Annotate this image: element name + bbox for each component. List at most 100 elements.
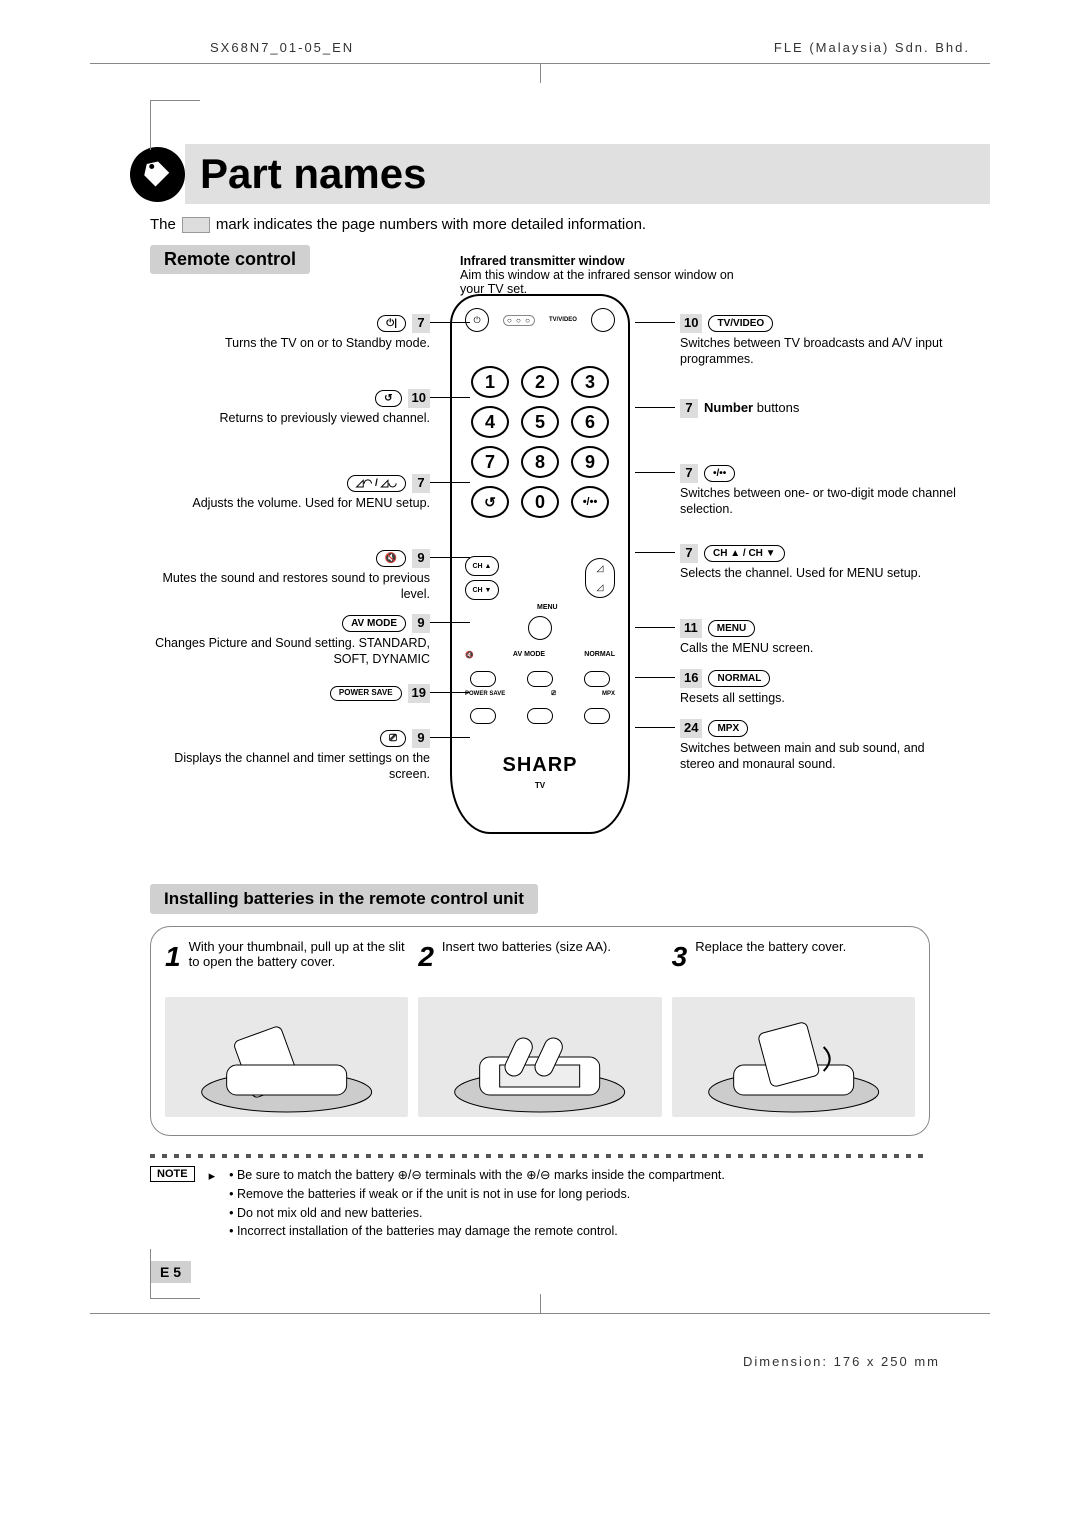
header-row: SX68N7_01-05_EN FLE (Malaysia) Sdn. Bhd. [90,0,990,64]
numkey: 9 [571,446,609,478]
leader-line [430,622,470,623]
header-left: SX68N7_01-05_EN [210,40,354,55]
callout-mpx: 24MPX Switches between main and sub soun… [680,719,960,772]
numkey: 1 [471,366,509,398]
dotted-divider [150,1154,930,1158]
leader-line [635,727,675,728]
ch-dn-btn: CH ▼ [465,580,499,600]
tvvideo-call-icon: TV/VIDEO [708,315,773,332]
tag-icon [130,147,185,202]
numkey: 7 [471,446,509,478]
infrared-title: Infrared transmitter window [460,254,625,268]
mpx-btn-icon [584,708,610,724]
arrow-icon: ▸ [209,1168,216,1184]
volume-icon: ◿◠ / ◿◡ [347,475,406,492]
numkey: 6 [571,406,609,438]
callout-desc: Changes Picture and Sound setting. STAND… [150,635,430,668]
power-icon: ⏻| [377,315,406,332]
leader-line [430,557,470,558]
step-text: Insert two batteries (size AA). [442,939,611,954]
callout-desc: Returns to previously viewed channel. [150,410,430,426]
callout-desc: Resets all settings. [680,690,960,706]
callout-desc: Mutes the sound and restores sound to pr… [150,570,430,603]
leader-line [635,627,675,628]
crop-mark-tl [150,100,200,150]
intro-text: The mark indicates the page numbers with… [150,216,990,233]
mpx-call-icon: MPX [708,720,748,737]
leader-line [635,472,675,473]
page-ref: 10 [408,389,430,408]
callout-desc: Displays the channel and timer settings … [150,750,430,783]
mpx-label: MPX [602,691,615,698]
number-title: Number [704,400,753,415]
menu-btn-icon [528,616,552,640]
page-ref: 19 [408,684,430,703]
mute-call-icon: 🔇 [376,550,406,567]
callout-desc: Selects the channel. Used for MENU setup… [680,565,960,581]
callout-volume: ◿◠ / ◿◡7 Adjusts the volume. Used for ME… [150,474,430,511]
page-title: Part names [200,150,426,198]
callout-power: ⏻|7 Turns the TV on or to Standby mode. [150,314,430,351]
power-btn-icon: ⏻ [465,308,489,332]
infrared-desc: Aim this window at the infrared sensor w… [460,268,734,296]
numkey: 5 [521,406,559,438]
step-number: 3 [672,943,688,971]
callout-desc: Switches between TV broadcasts and A/V i… [680,335,960,368]
channel-call-icon: CH ▲ / CH ▼ [704,545,785,562]
normal-call-icon: NORMAL [708,670,770,687]
step-2-illustration [418,997,661,1117]
remote-body: ⏻ ○ ○ ○ TV/VIDEO 1 2 3 4 5 6 7 8 9 ↺ 0 •… [450,294,630,834]
page-ref: 9 [412,614,430,633]
return-key-icon: ↺ [471,486,509,518]
page-ref: 11 [680,619,702,638]
numkey: 3 [571,366,609,398]
callout-number: 7Number buttons [680,399,960,420]
intro-before: The [150,216,176,233]
return-icon: ↺ [375,390,401,407]
powersave-label: POWER SAVE [465,691,505,698]
leader-line [430,737,470,738]
callout-channel: 7CH ▲ / CH ▼ Selects the channel. Used f… [680,544,960,581]
digit-mode-key-icon: •/•• [571,486,609,518]
callout-tvvideo: 10 TV/VIDEO Switches between TV broadcast… [680,314,960,367]
page-ref: 7 [680,464,698,483]
digitmode-call-icon: •/•• [704,465,735,482]
callout-return: ↺ 10 Returns to previously viewed channel… [150,389,430,426]
avmode-call-icon: AV MODE [342,615,406,632]
tv-video-btn-icon [591,308,615,332]
footer-dimension: Dimension: 176 x 250 mm [743,1354,940,1369]
step-3: 3 Replace the battery cover. [672,939,915,1117]
menu-call-icon: MENU [708,620,755,637]
mute-btn-icon [470,671,496,687]
numkey: 2 [521,366,559,398]
powersave-call-icon: POWER SAVE [330,686,402,700]
normal-btn-icon [584,671,610,687]
header-right: FLE (Malaysia) Sdn. Bhd. [774,40,970,55]
step-text: With your thumbnail, pull up at the slit… [189,939,409,969]
callout-powersave: POWER SAVE 19 [150,684,430,705]
infrared-callout: Infrared transmitter window Aim this win… [460,254,740,296]
numkey: 4 [471,406,509,438]
callout-avmode: AV MODE 9 Changes Picture and Sound setti… [150,614,430,667]
note-item: Incorrect installation of the batteries … [229,1222,725,1241]
callout-digitmode: 7•/•• Switches between one- or two-digit… [680,464,960,517]
page-ref: 16 [680,669,702,688]
note-section: NOTE ▸ Be sure to match the battery ⊕/⊖ … [150,1166,930,1241]
page-ref: 10 [680,314,702,333]
ir-window-icon: ○ ○ ○ [503,315,535,326]
leader-line [430,692,470,693]
callout-desc: Turns the TV on or to Standby mode. [150,335,430,351]
footer-row: Dimension: 176 x 250 mm [90,1313,990,1399]
brand-sub: TV [535,781,545,790]
ch-up-btn: CH ▲ [465,556,499,576]
page-ref: 9 [412,729,430,748]
step-1-illustration [165,997,408,1117]
page-ref: 9 [412,549,430,568]
page-ref-mark [182,217,210,233]
page-number-row: E 5 [150,1261,930,1283]
callout-normal: 16 NORMAL Resets all settings. [680,669,960,706]
number-pad: 1 2 3 4 5 6 7 8 9 ↺ 0 •/•• [471,366,609,518]
note-item: Be sure to match the battery ⊕/⊖ termina… [229,1166,725,1185]
note-list: Be sure to match the battery ⊕/⊖ termina… [229,1166,725,1241]
intro-after: mark indicates the page numbers with mor… [216,216,646,233]
